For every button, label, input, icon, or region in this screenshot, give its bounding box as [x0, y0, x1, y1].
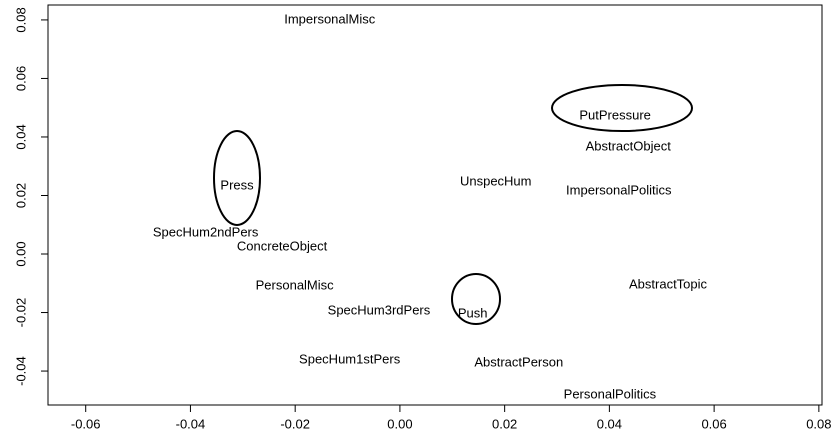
y-tick-label: -0.04	[13, 356, 28, 386]
point-label: ConcreteObject	[237, 238, 328, 253]
point-label: ImpersonalPolitics	[566, 183, 672, 198]
point-label: SpecHum2ndPers	[153, 224, 259, 239]
x-tick-label: 0.02	[492, 416, 517, 431]
point-label: Press	[220, 178, 254, 193]
y-tick-label: 0.08	[13, 7, 28, 32]
plot-frame	[47, 4, 823, 406]
y-tick-label: 0.00	[13, 241, 28, 266]
point-label: ImpersonalMisc	[284, 11, 376, 26]
x-tick-label: 0.04	[597, 416, 622, 431]
x-tick-label: -0.02	[280, 416, 310, 431]
point-label: PersonalMisc	[256, 277, 335, 292]
highlight-ellipse	[213, 130, 261, 226]
y-tick-label: -0.02	[13, 298, 28, 328]
point-label: PersonalPolitics	[564, 386, 657, 401]
x-tick-label: 0.08	[806, 416, 831, 431]
point-label: Push	[458, 305, 488, 320]
point-label: SpecHum3rdPers	[328, 303, 431, 318]
y-tick-label: 0.04	[13, 124, 28, 149]
point-label: AbstractObject	[586, 138, 672, 153]
highlight-ellipse	[551, 84, 693, 132]
highlight-ellipse	[451, 273, 501, 325]
point-label: PutPressure	[579, 107, 651, 122]
point-label: AbstractPerson	[474, 355, 563, 370]
x-tick-label: -0.04	[176, 416, 206, 431]
y-tick-label: 0.02	[13, 183, 28, 208]
x-tick-label: 0.06	[701, 416, 726, 431]
x-tick-label: 0.00	[387, 416, 412, 431]
point-label: UnspecHum	[460, 173, 532, 188]
point-label: AbstractTopic	[629, 276, 708, 291]
point-label: SpecHum1stPers	[299, 351, 401, 366]
x-tick-label: -0.06	[71, 416, 101, 431]
y-tick-label: 0.06	[13, 66, 28, 91]
